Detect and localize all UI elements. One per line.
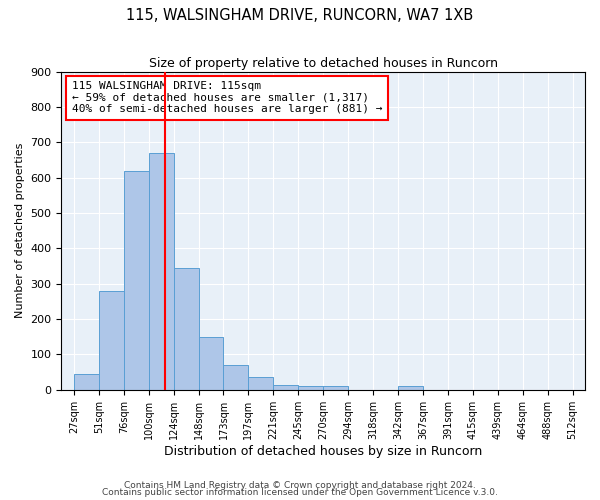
Text: 115 WALSINGHAM DRIVE: 115sqm
← 59% of detached houses are smaller (1,317)
40% of: 115 WALSINGHAM DRIVE: 115sqm ← 59% of de… <box>72 81 382 114</box>
Bar <box>74 374 99 390</box>
Bar <box>199 337 223 390</box>
Bar <box>149 153 173 390</box>
Bar <box>298 386 323 390</box>
Bar <box>398 386 423 390</box>
Text: 115, WALSINGHAM DRIVE, RUNCORN, WA7 1XB: 115, WALSINGHAM DRIVE, RUNCORN, WA7 1XB <box>127 8 473 22</box>
Bar <box>173 268 199 390</box>
Title: Size of property relative to detached houses in Runcorn: Size of property relative to detached ho… <box>149 58 498 70</box>
Bar <box>124 170 149 390</box>
Y-axis label: Number of detached properties: Number of detached properties <box>15 143 25 318</box>
Text: Contains public sector information licensed under the Open Government Licence v.: Contains public sector information licen… <box>102 488 498 497</box>
Bar <box>99 291 124 390</box>
Bar <box>274 384 298 390</box>
Text: Contains HM Land Registry data © Crown copyright and database right 2024.: Contains HM Land Registry data © Crown c… <box>124 480 476 490</box>
X-axis label: Distribution of detached houses by size in Runcorn: Distribution of detached houses by size … <box>164 444 482 458</box>
Bar <box>323 386 348 390</box>
Bar <box>248 378 274 390</box>
Bar <box>223 365 248 390</box>
